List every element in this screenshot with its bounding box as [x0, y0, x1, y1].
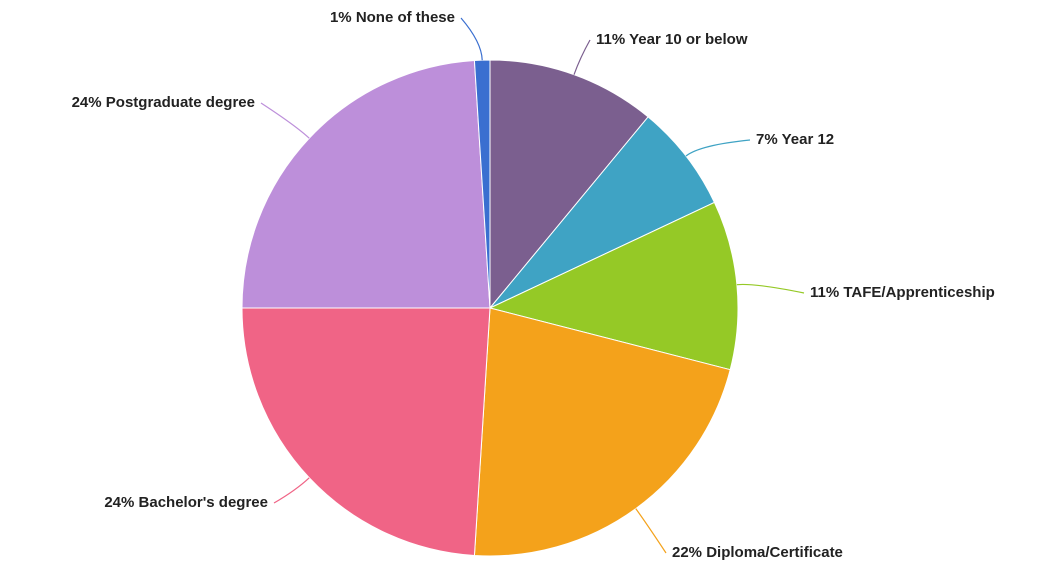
slice-label: 24% Postgraduate degree — [72, 94, 255, 111]
leader-line — [260, 102, 310, 139]
slice-name: Year 10 or below — [629, 31, 748, 48]
leader-line — [685, 139, 751, 157]
pie-slice — [489, 59, 649, 310]
slice-percent: 11% — [810, 284, 839, 301]
leader-line — [736, 283, 805, 294]
leader-line — [573, 39, 591, 75]
slice-label: 22% Diploma/Certificate — [672, 544, 843, 561]
slice-percent: 1% — [330, 9, 352, 26]
slice-name: None of these — [356, 9, 455, 26]
slice-label: 24% Bachelor's degree — [104, 494, 268, 511]
pie-slice — [241, 307, 491, 557]
pie-slice — [473, 307, 731, 557]
slice-percent: 24% — [72, 94, 102, 111]
pie-slice — [489, 116, 716, 309]
pie-slice — [241, 59, 491, 309]
leader-line — [635, 508, 667, 554]
slice-label: 11% Year 10 or below — [596, 31, 748, 48]
slice-name: TAFE/Apprenticeship — [843, 284, 994, 301]
slice-name: Diploma/Certificate — [706, 544, 843, 561]
leader-line — [460, 17, 483, 61]
slice-name: Bachelor's degree — [139, 494, 268, 511]
pie-slice — [473, 59, 491, 309]
slice-name: Postgraduate degree — [106, 94, 255, 111]
slice-percent: 22% — [672, 544, 702, 561]
slice-name: Year 12 — [782, 131, 835, 148]
slice-label: 1% None of these — [330, 9, 455, 26]
slice-percent: 7% — [756, 131, 778, 148]
slice-percent: 11% — [596, 31, 625, 48]
leader-line — [273, 477, 310, 504]
slice-percent: 24% — [104, 494, 134, 511]
slice-label: 7% Year 12 — [756, 131, 834, 148]
slice-label: 11% TAFE/Apprenticeship — [810, 284, 995, 301]
